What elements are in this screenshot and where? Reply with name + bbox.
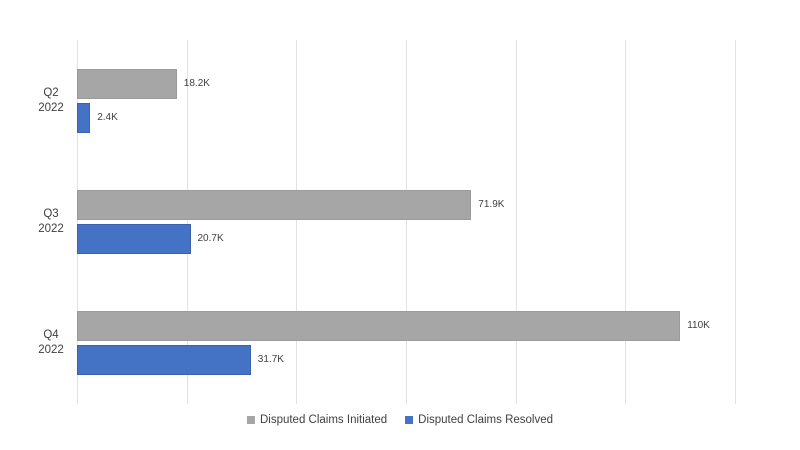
category-label-line: 2022 xyxy=(38,344,64,357)
bar-disputed-claims-resolved-q3-2022 xyxy=(77,224,191,254)
bar-disputed-claims-initiated-q3-2022 xyxy=(77,190,472,220)
value-label-disputed-claims-resolved-q2-2022: 2.4K xyxy=(97,111,118,123)
legend-label: Disputed Claims Initiated xyxy=(259,414,388,426)
category-label-q3-2022: Q3 2022 xyxy=(28,207,74,237)
gridline xyxy=(77,40,78,404)
value-label-disputed-claims-initiated-q2-2022: 18.2K xyxy=(183,77,210,89)
value-label-disputed-claims-initiated-q3-2022: 71.9K xyxy=(478,199,505,210)
category-label-q4-2022: Q4 2022 xyxy=(28,328,74,358)
category-label-line: 2022 xyxy=(38,223,64,235)
category-label-line: Q2 xyxy=(43,86,59,99)
category-label-line: 2022 xyxy=(38,101,64,114)
category-label-q2-2022: Q2 2022 xyxy=(28,86,74,116)
legend-label: Disputed Claims Resolved xyxy=(418,414,554,426)
gridline xyxy=(296,40,298,404)
legend-item-disputed-claims-initiated: Disputed Claims Initiated xyxy=(246,414,388,426)
bar-disputed-claims-initiated-q2-2022 xyxy=(77,68,177,99)
bar-disputed-claims-resolved-q2-2022 xyxy=(77,102,91,133)
value-label-disputed-claims-resolved-q4-2022: 31.7K xyxy=(257,354,284,366)
category-label-line: Q3 xyxy=(43,208,59,220)
gridline xyxy=(625,40,627,404)
category-label-line: Q4 xyxy=(43,329,59,342)
legend: Disputed Claims Initiated Disputed Claims… xyxy=(0,414,800,426)
gridline xyxy=(735,40,736,404)
gridline xyxy=(515,40,517,404)
gridline xyxy=(406,40,407,404)
legend-swatch-icon xyxy=(405,416,414,424)
bar-disputed-claims-initiated-q4-2022 xyxy=(77,311,681,342)
legend-swatch-icon xyxy=(246,416,255,424)
bar-disputed-claims-resolved-q4-2022 xyxy=(77,345,251,376)
legend-item-disputed-claims-resolved: Disputed Claims Resolved xyxy=(405,414,553,426)
value-label-disputed-claims-resolved-q3-2022: 20.7K xyxy=(197,233,224,244)
value-label-disputed-claims-initiated-q4-2022: 110K xyxy=(687,320,710,332)
gridline xyxy=(186,40,188,404)
